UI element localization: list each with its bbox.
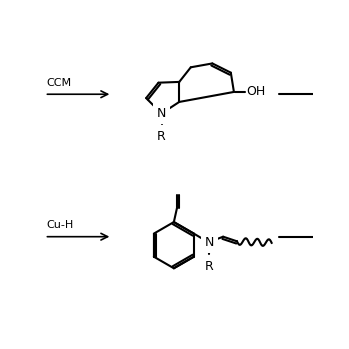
Text: Cu-H: Cu-H [46,220,73,230]
Text: N: N [205,236,214,249]
Text: R: R [205,260,214,273]
Text: OH: OH [246,86,266,98]
Text: N: N [157,107,166,120]
Text: CCM: CCM [46,78,71,88]
Text: R: R [157,131,166,143]
